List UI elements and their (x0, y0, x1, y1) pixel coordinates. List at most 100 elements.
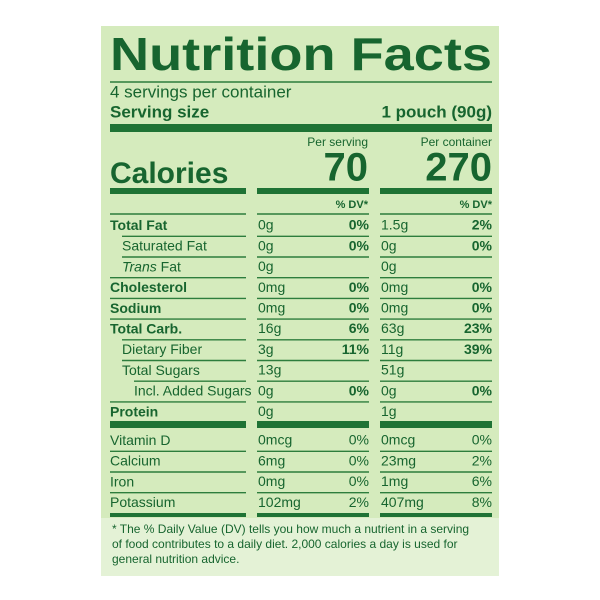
nutrient-label: Vitamin D (110, 432, 170, 448)
label-italic: Trans (122, 258, 157, 274)
amount: 0g (258, 258, 274, 274)
amount: 63g (381, 320, 404, 336)
amount: 0g (258, 382, 274, 398)
daily-value: 0% (349, 452, 369, 468)
nutrient-label: Incl. Added Sugars (134, 382, 252, 398)
amount: 3g (258, 341, 274, 357)
daily-value: 0% (472, 300, 493, 316)
nutrient-label: Total Sugars (122, 362, 200, 378)
calories-value: 70 (324, 146, 369, 190)
daily-value: 6% (349, 320, 370, 336)
nutrient-label: Total Carb. (110, 320, 182, 336)
amount: 51g (381, 362, 404, 378)
nutrient-label: Protein (110, 403, 158, 419)
amount: 13g (258, 362, 281, 378)
thick-rule (110, 188, 246, 194)
nutrient-label: Cholesterol (110, 279, 187, 295)
column-header: Per serving (307, 135, 368, 149)
amount: 0g (258, 237, 274, 253)
amount: 0mg (258, 300, 285, 316)
amount: 0g (381, 237, 397, 253)
label-text: Calcium (110, 452, 161, 468)
label-text: Total Sugars (122, 362, 200, 378)
nutrient-label: Calcium (110, 452, 161, 468)
daily-value: 0% (472, 382, 493, 398)
daily-value: 0% (349, 432, 369, 448)
daily-value: 8% (472, 494, 492, 510)
amount: 0mg (381, 300, 408, 316)
daily-value: 11% (342, 341, 370, 357)
amount: 1mg (381, 473, 408, 489)
amount: 0mg (258, 473, 285, 489)
footnote: of food contributes to a daily diet. 2,0… (112, 537, 458, 551)
footnote-panel (101, 518, 499, 576)
thick-rule (257, 513, 369, 517)
daily-value: 2% (472, 452, 492, 468)
nutrient-label: Sodium (110, 300, 161, 316)
calories-value: 270 (425, 146, 492, 190)
amount: 1g (381, 403, 397, 419)
amount: 16g (258, 320, 281, 336)
servings: 4 servings per container (110, 82, 292, 101)
nutrient-label: Total Fat (110, 217, 168, 233)
thick-rule (110, 124, 492, 132)
daily-value: 0% (472, 432, 492, 448)
daily-value: 0% (349, 237, 370, 253)
label-text: Total Fat (110, 217, 168, 233)
daily-value: 2% (472, 217, 493, 233)
label-text: Incl. Added Sugars (134, 382, 252, 398)
amount: 0g (381, 258, 397, 274)
daily-value: 0% (349, 300, 370, 316)
label-text: Saturated Fat (122, 237, 207, 253)
daily-value: 2% (349, 494, 369, 510)
amount: 0mcg (381, 432, 415, 448)
nutrient-label: Iron (110, 473, 134, 489)
daily-value: 0% (472, 237, 493, 253)
label-text: Cholesterol (110, 279, 187, 295)
thick-rule (110, 421, 246, 428)
footnote: general nutrition advice. (112, 552, 239, 566)
calories-label: Calories (110, 157, 228, 190)
dv-header: % DV* (336, 199, 369, 211)
thick-rule (257, 421, 369, 428)
amount: 6mg (258, 452, 285, 468)
thick-rule (380, 513, 492, 517)
label-text: Potassium (110, 494, 175, 510)
daily-value: 0% (472, 279, 493, 295)
daily-value: 6% (472, 473, 492, 489)
label-text: Iron (110, 473, 134, 489)
amount: 0g (258, 217, 274, 233)
amount: 102mg (258, 494, 301, 510)
daily-value: 0% (349, 217, 370, 233)
daily-value: 0% (349, 279, 370, 295)
daily-value: 23% (464, 320, 493, 336)
nutrient-label: Trans Fat (122, 258, 181, 274)
amount: 0mg (258, 279, 285, 295)
footnote: * The % Daily Value (DV) tells you how m… (112, 522, 469, 536)
thick-rule (380, 188, 492, 194)
thick-rule (257, 188, 369, 194)
thick-rule (110, 513, 246, 517)
amount: 23mg (381, 452, 416, 468)
amount: 407mg (381, 494, 424, 510)
amount: 0mcg (258, 432, 292, 448)
serving-size-label: Serving size (110, 102, 209, 121)
amount: 0g (258, 403, 274, 419)
label-text: Vitamin D (110, 432, 170, 448)
serving-size-value: 1 pouch (90g) (381, 102, 492, 121)
nutrient-label: Dietary Fiber (122, 341, 202, 357)
daily-value: 39% (464, 341, 493, 357)
column-header: Per container (421, 135, 492, 149)
amount: 0g (381, 382, 397, 398)
nutrient-label: Saturated Fat (122, 237, 207, 253)
thick-rule (380, 421, 492, 428)
label-text: Fat (161, 258, 181, 274)
label-text: Protein (110, 403, 158, 419)
label-panel (101, 26, 499, 576)
amount: 0mg (381, 279, 408, 295)
amount: 11g (381, 341, 403, 357)
daily-value: 0% (349, 382, 370, 398)
title: Nutrition Facts (110, 28, 492, 80)
label-text: Total Carb. (110, 320, 182, 336)
